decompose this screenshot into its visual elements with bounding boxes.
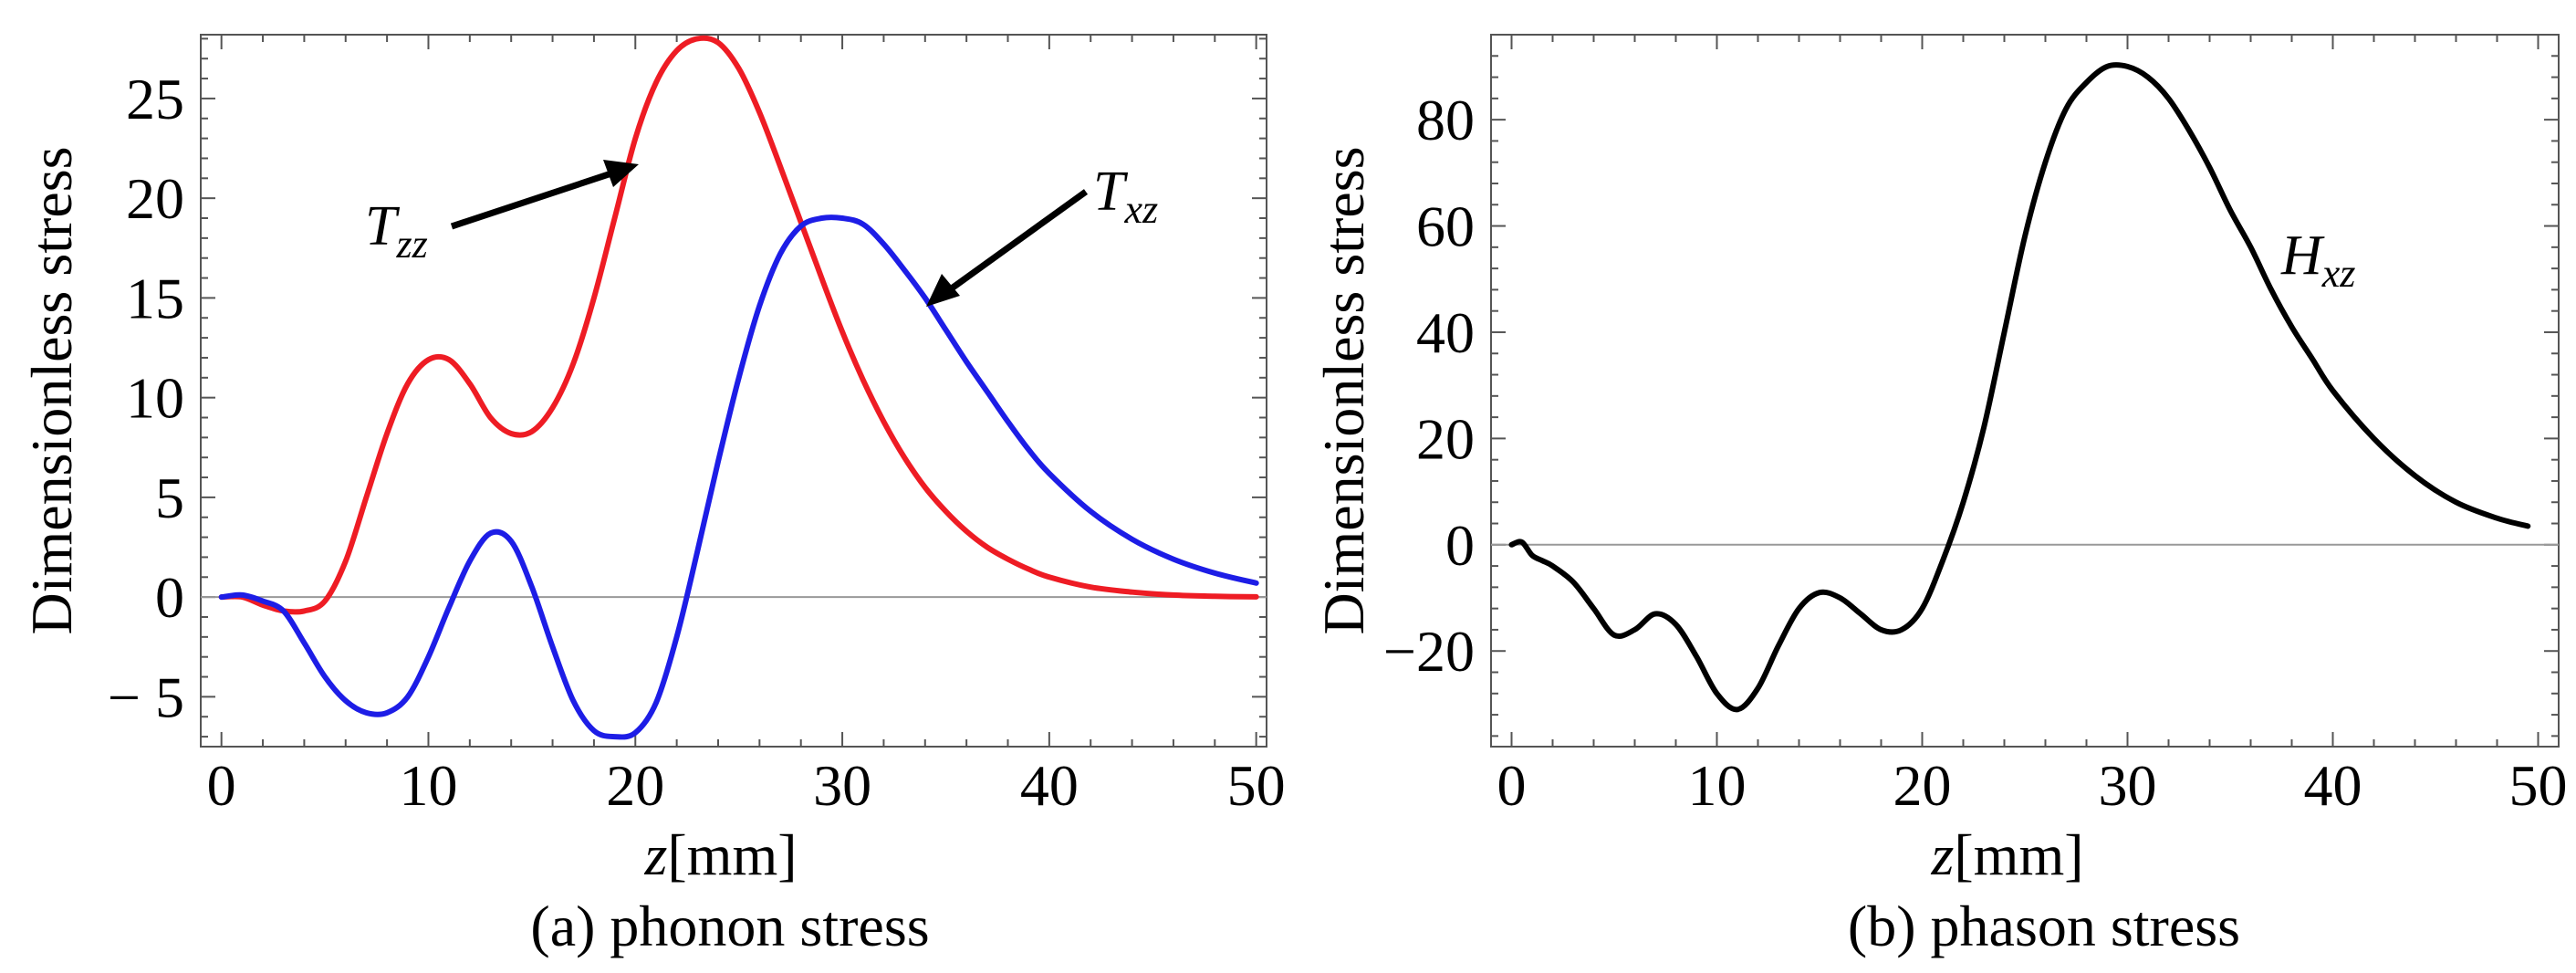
x-tick-label: 50 [2509, 753, 2568, 818]
y-tick-label: 20 [126, 166, 184, 231]
svg-text:Tzz: Tzz [365, 195, 428, 267]
annotation-sub: xz [1123, 187, 1158, 232]
y-tick-label: −20 [1383, 619, 1475, 684]
annotation-h-xz: Hxz [2280, 225, 2355, 296]
x-tick-label: 0 [1497, 753, 1527, 818]
annotation-base: T [1093, 161, 1129, 223]
x-tick-label: 30 [813, 753, 871, 818]
y-axis-title: Dimensionless stress [1311, 146, 1376, 634]
tick-marks [1491, 34, 2559, 747]
svg-text:Hxz: Hxz [2280, 225, 2355, 296]
y-tick-label: 0 [1445, 513, 1475, 578]
x-tick-label: 20 [1893, 753, 1952, 818]
annotation-sub: xz [2321, 251, 2356, 296]
plot-frame [1490, 34, 2560, 748]
annotation-t-xz: Txz [926, 161, 1158, 307]
x-tick-label: 10 [399, 753, 457, 818]
x-axis-title: z[mm] [643, 822, 797, 887]
annotation-arrow [946, 189, 1089, 293]
series-line-t-zz [218, 35, 1259, 615]
plot-frame [200, 34, 1267, 748]
svg-text:Txz: Txz [1093, 161, 1158, 232]
y-tick-label: 5 [155, 466, 184, 530]
y-axis-title: Dimensionless stress [19, 146, 84, 634]
panel-caption: (b) phason stress [1848, 894, 2240, 958]
y-tick-label: 0 [155, 565, 184, 630]
x-tick-label: 50 [1227, 753, 1286, 818]
y-tick-label: − 5 [108, 664, 184, 729]
panel-b-phason-stress: 0 10 20 30 40 50 −20 0 20 40 60 80 Dimensionless s… [1311, 34, 2568, 958]
x-tick-label: 10 [1688, 753, 1747, 818]
panel-caption: (a) phonon stress [530, 894, 929, 958]
y-tick-label: 15 [126, 266, 184, 330]
y-tick-label: 80 [1416, 88, 1475, 152]
x-tick-label: 30 [2099, 753, 2157, 818]
y-tick-label: 60 [1416, 194, 1475, 259]
annotation-base: T [365, 195, 401, 257]
y-tick-label: 25 [126, 67, 184, 131]
tick-marks [201, 35, 1267, 747]
annotation-arrow [450, 170, 613, 230]
arrow-head [926, 274, 960, 307]
x-axis-title: z[mm] [1930, 822, 2083, 887]
y-tick-label: 20 [1416, 406, 1475, 471]
annotation-t-zz: Tzz [365, 160, 639, 267]
y-tick-label: 10 [126, 366, 184, 431]
x-tick-label: 20 [606, 753, 664, 818]
series-line-t-xz [218, 214, 1259, 740]
y-tick-label: 40 [1416, 300, 1475, 365]
annotation-base: H [2280, 225, 2325, 287]
x-tick-label: 40 [1020, 753, 1079, 818]
panel-a-phonon-stress: 0 10 20 30 40 50 − 5 0 5 10 15 20 25 Dimensionless … [19, 34, 1286, 958]
x-tick-label: 40 [2304, 753, 2362, 818]
annotation-sub: zz [395, 222, 427, 267]
x-tick-label: 0 [207, 753, 236, 818]
series-line-h-xz [1508, 62, 2531, 713]
arrow-head [603, 160, 639, 187]
